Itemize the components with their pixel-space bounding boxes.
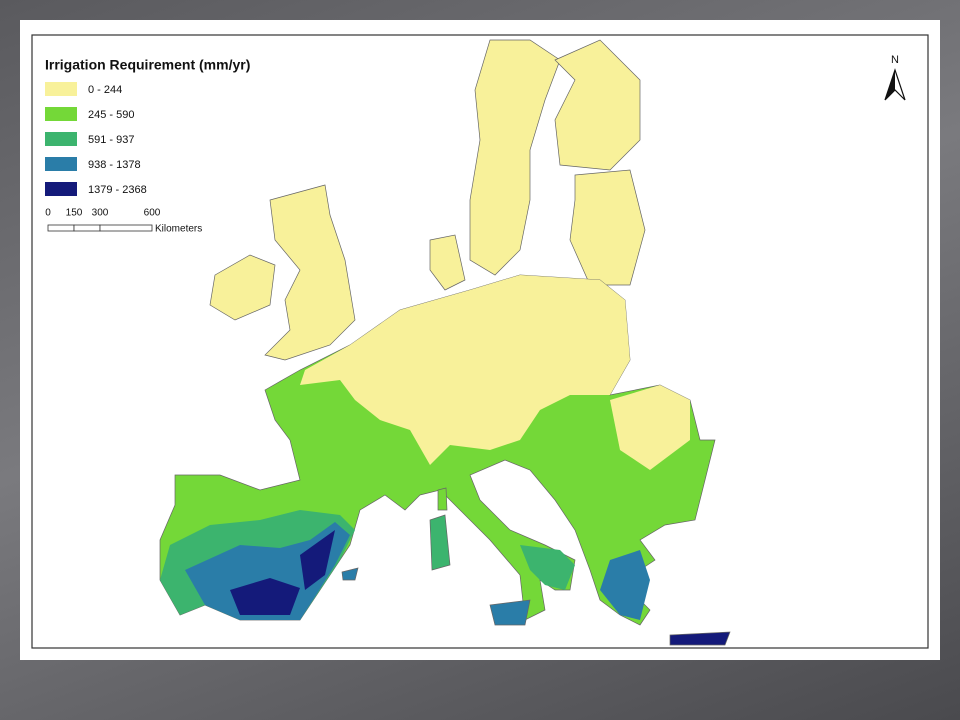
- legend-swatch: [45, 82, 77, 96]
- sicily: [489, 599, 531, 626]
- baltics: [569, 169, 646, 286]
- legend: 0 - 244 245 - 590 591 - 937 938 - 1378 1379 …: [45, 82, 147, 196]
- legend-swatch: [45, 107, 77, 121]
- scale-segment: [73, 224, 101, 232]
- italy-south: [520, 545, 575, 590]
- great-britain: [264, 184, 356, 361]
- balkans-north: [610, 385, 690, 470]
- legend-swatch: [45, 182, 77, 196]
- scale-bar: Kilometers 0 150 300 600: [45, 208, 202, 235]
- greece: [600, 550, 650, 620]
- north-arrow-half: [885, 70, 895, 100]
- legend-label: 1379 - 2368: [88, 184, 147, 196]
- north-label: N: [891, 54, 899, 66]
- scale-tick-label: 150: [66, 208, 83, 219]
- scale-segment: [47, 224, 75, 232]
- scale-segment: [99, 224, 153, 232]
- sardinia: [429, 514, 451, 571]
- legend-label: 938 - 1378: [88, 159, 141, 171]
- corsica: [437, 487, 448, 511]
- finland: [554, 39, 641, 171]
- legend-swatch: [45, 157, 77, 171]
- crete: [669, 631, 731, 646]
- denmark: [429, 234, 466, 291]
- scale-unit: Kilometers: [155, 224, 202, 235]
- scale-tick-label: 600: [144, 208, 161, 219]
- balearics: [341, 567, 359, 581]
- iberia-blue: [185, 522, 350, 620]
- legend-swatch: [45, 132, 77, 146]
- scale-tick-label: 0: [45, 208, 51, 219]
- legend-label: 245 - 590: [88, 109, 134, 121]
- legend-label: 0 - 244: [88, 84, 122, 96]
- legend-label: 591 - 937: [88, 134, 134, 146]
- ireland: [209, 254, 276, 321]
- map: [159, 39, 731, 646]
- legend-title: Irrigation Requirement (mm/yr): [45, 57, 250, 73]
- central-europe: [300, 275, 630, 465]
- spain-coast: [300, 530, 335, 590]
- iberia-navy: [230, 578, 300, 615]
- scale-tick-label: 300: [92, 208, 109, 219]
